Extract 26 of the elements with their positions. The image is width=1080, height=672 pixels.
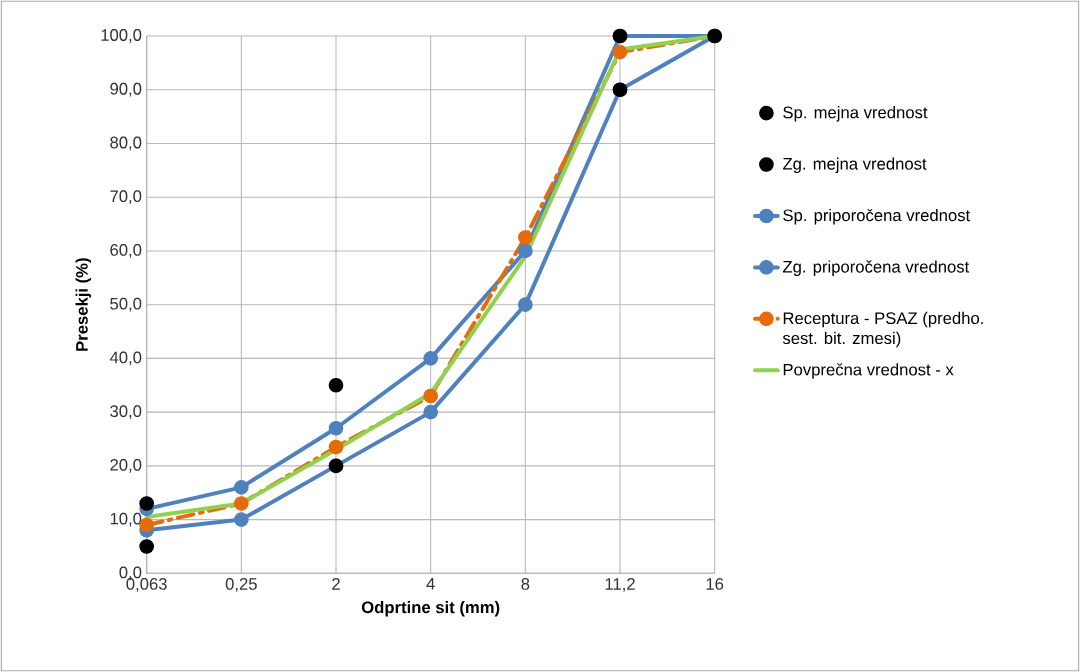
y-tick-label: 100,0	[101, 29, 142, 43]
y-tick-label: 90,0	[110, 82, 142, 97]
y-tick-label: 80,0	[110, 136, 142, 151]
x-tick-label: 0,25	[225, 578, 257, 592]
y-tick-label: 50,0	[110, 297, 142, 312]
legend-label: Zg. priporočena vrednost	[782, 260, 970, 276]
legend-label: Receptura - PSAZ (predho. sest. bit. zmesi)	[782, 311, 983, 348]
y-tick-label: 40,0	[109, 351, 142, 366]
x-axis-title: Odprtine sit (mm)	[361, 600, 500, 617]
y-tick-label: 0,0	[119, 566, 142, 581]
y-tick-label: 20,0	[110, 458, 142, 473]
y-tick-label: 70,0	[110, 190, 142, 205]
y-axis-title: Presekji (%)	[75, 258, 92, 351]
x-tick-label: 11,2	[605, 578, 635, 592]
x-tick-label: 8	[521, 578, 530, 590]
y-tick-label: 10,0	[110, 512, 142, 527]
x-tick-label: 2	[332, 578, 340, 590]
x-tick-label: 0,063	[126, 578, 167, 592]
legend-label: Sp. priporočena vrednost	[783, 208, 971, 225]
legend-label: Sp. mejna vrednost	[783, 106, 928, 122]
y-tick-label: 60,0	[110, 244, 142, 258]
y-tick-label: 30,0	[110, 405, 142, 420]
legend-label: Zg. mejna vrednost	[782, 157, 927, 174]
x-tick-label: 4	[426, 578, 435, 590]
x-tick-label: 16	[706, 578, 724, 590]
legend-label: Povprečna vrednost - x	[783, 363, 954, 379]
